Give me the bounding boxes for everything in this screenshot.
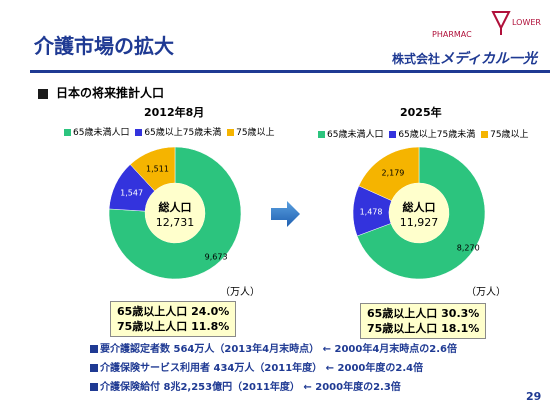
center-value: 12,731 [156, 216, 195, 229]
chart-period-2025: 2025年 [400, 106, 442, 119]
square-bullet-icon [90, 383, 98, 391]
logo-brand-text-2: LOWER [512, 18, 541, 27]
title-divider [30, 70, 550, 73]
right-arrow-icon [271, 201, 300, 227]
legend-label: 65歳以上75歳未満 [398, 130, 476, 140]
slice-value-label: 1,547 [120, 188, 143, 197]
section-heading: 日本の将来推計人口 [38, 84, 164, 101]
list-item-text: 介護保険サービス利用者 434万人（2011年度） ← 2000年度の2.4倍 [100, 363, 424, 374]
legend-label: 75歳以上 [490, 130, 529, 140]
legend-label: 75歳以上 [236, 128, 275, 138]
summary-box-2012: 65歳以上人口 24.0% 75歳以上人口 11.8% [110, 301, 237, 337]
donut-center [389, 183, 449, 243]
summary-line: 75歳以上人口 11.8% [117, 320, 230, 333]
legend-swatch-65to75 [389, 131, 397, 138]
square-bullet-icon [38, 88, 48, 99]
flower-logo-icon [491, 11, 511, 35]
legend-swatch-over75 [481, 131, 489, 138]
square-bullet-icon [90, 345, 98, 353]
unit-label: （万人） [220, 287, 260, 298]
legend-label: 65歳以上75歳未満 [144, 128, 222, 138]
list-item: 介護保険給付 8兆2,253億円（2011年度） ← 2000年度の2.3倍 [90, 378, 457, 397]
list-item: 要介護認定者数 564万人（2013年4月末時点） ← 2000年4月末時点の2… [90, 340, 457, 359]
center-value: 11,927 [400, 216, 439, 229]
chart-period-2012: 2012年8月 [144, 106, 205, 119]
legend-label: 65歳未満人口 [327, 130, 384, 140]
donut-chart-2025: 8,270 1,478 2,179 総人口 11,927 [352, 146, 486, 280]
center-label: 総人口 [159, 200, 192, 214]
company-prefix: 株式会社 [392, 52, 441, 66]
slice-value-label: 1,478 [360, 207, 383, 216]
donut-center [145, 183, 205, 243]
summary-line: 65歳以上人口 30.3% [367, 307, 480, 320]
legend-swatch-under65 [64, 129, 71, 136]
chart-legend: 65歳未満人口 65歳以上75歳未満 75歳以上 [64, 125, 278, 138]
slice-under65 [356, 146, 486, 280]
key-figures-list: 要介護認定者数 564万人（2013年4月末時点） ← 2000年4月末時点の2… [90, 340, 457, 397]
legend-swatch-over75 [227, 129, 235, 136]
chart-legend: 65歳未満人口 65歳以上75歳未満 75歳以上 [318, 127, 532, 140]
legend-swatch-under65 [318, 131, 325, 138]
slice-value-label: 8,270 [457, 243, 480, 252]
summary-line: 65歳以上人口 24.0% [117, 305, 230, 318]
page-number: 29 [526, 390, 542, 403]
list-item-text: 介護保険給付 8兆2,253億円（2011年度） ← 2000年度の2.3倍 [100, 382, 401, 393]
list-item-text: 要介護認定者数 564万人（2013年4月末時点） ← 2000年4月末時点の2… [100, 344, 457, 355]
square-bullet-icon [90, 364, 98, 372]
slice-value-label: 2,179 [381, 169, 404, 178]
slice-value-label: 1,511 [146, 164, 169, 173]
company-name: メディカル一光 [440, 51, 538, 67]
summary-line: 75歳以上人口 18.1% [367, 322, 480, 335]
list-item: 介護保険サービス利用者 434万人（2011年度） ← 2000年度の2.4倍 [90, 359, 457, 378]
donut-chart-2012: 9,673 1,547 1,511 総人口 12,731 [108, 146, 242, 280]
legend-label: 65歳未満人口 [73, 128, 130, 138]
section-title: 日本の将来推計人口 [56, 86, 165, 100]
legend-swatch-65to75 [135, 129, 143, 136]
unit-label: （万人） [466, 287, 506, 298]
logo-brand-text: PHARMAC [432, 30, 472, 39]
summary-box-2025: 65歳以上人口 30.3% 75歳以上人口 18.1% [360, 303, 487, 339]
slice-value-label: 9,673 [205, 253, 228, 262]
page-title: 介護市場の拡大 [34, 34, 174, 58]
center-label: 総人口 [403, 200, 436, 214]
company-logo: 株式会社メディカル一光 [392, 48, 537, 68]
